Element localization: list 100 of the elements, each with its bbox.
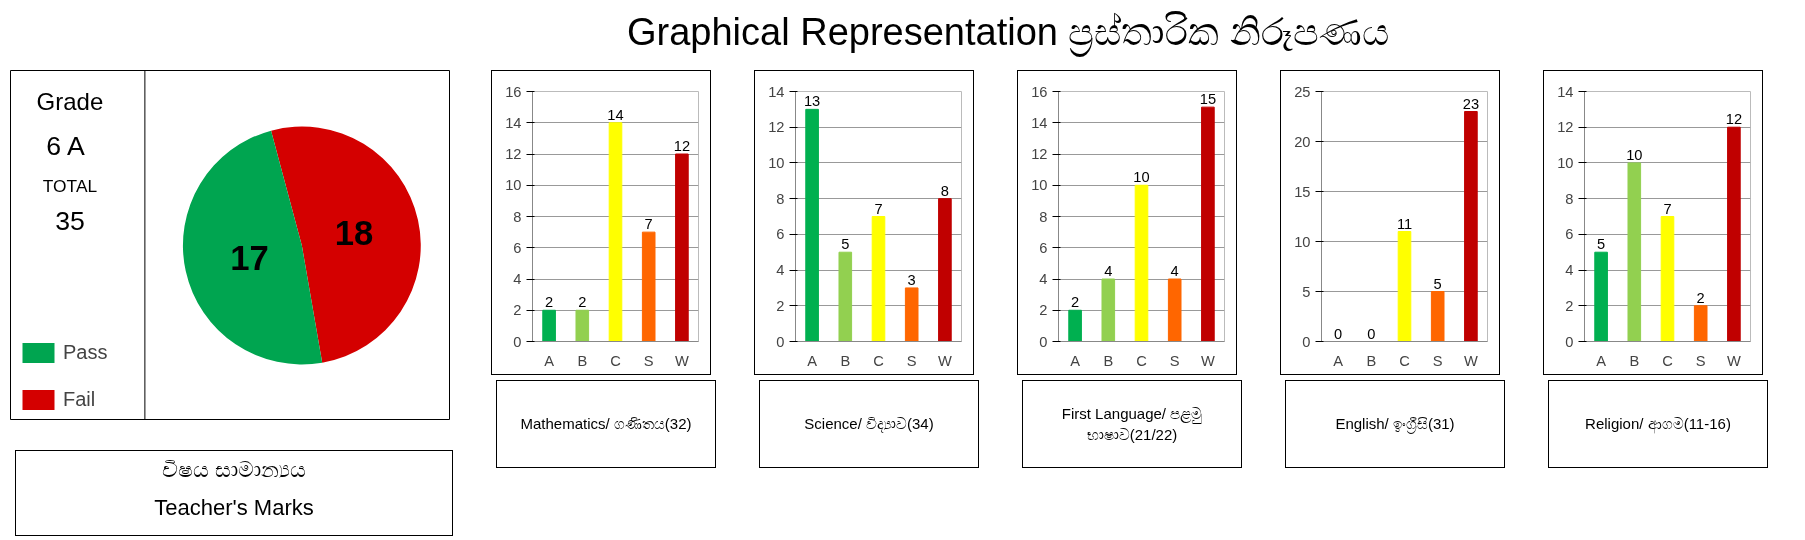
y-tick-label: 8 [776,190,785,207]
bar [1167,278,1182,342]
y-tick-label: 4 [513,271,522,287]
data-label: 5 [841,236,850,253]
bar [1430,291,1445,342]
y-tick-label: 14 [505,114,522,131]
data-label: 7 [1663,200,1672,217]
y-tick-label: 0 [513,333,522,350]
y-tick-label: 4 [776,262,785,279]
text: 6 A [46,130,85,161]
data-label: 18 [334,214,374,253]
data-label: 17 [230,238,269,277]
text: Grade [36,88,104,116]
x-tick-label: C [873,352,885,369]
y-tick-label: 6 [1039,239,1048,256]
bar [838,251,853,342]
x-tick-label: S [1169,352,1180,369]
y-tick-label: 6 [776,226,785,243]
data-label: 7 [874,200,883,217]
x-axis-title: First Language/ පළමු භාෂාව(21/22) [1060,403,1204,445]
data-label: 2 [578,294,587,311]
bar [1727,126,1741,342]
y-tick-label: 10 [768,154,785,171]
data-label: 4 [1104,263,1113,279]
data-label: 5 [1433,275,1442,292]
y-tick-label: 6 [513,239,522,256]
text: TOTAL [42,175,98,196]
y-tick-label: 2 [776,297,785,314]
text: විෂය සාමාන්‍යය [161,457,307,482]
y-tick-label: 10 [1557,154,1574,171]
y-tick-label: 0 [1565,333,1574,350]
bar [1397,231,1412,342]
x-tick-label: S [1695,352,1706,369]
y-tick-label: 15 [1294,183,1311,200]
y-tick-label: 10 [1031,177,1048,194]
data-label: 2 [545,294,554,311]
text: 35 [55,205,85,236]
y-tick-label: 0 [776,333,785,350]
y-tick-label: 5 [1302,283,1311,300]
y-tick-label: 8 [1039,208,1048,225]
x-tick-label: C [610,352,622,369]
data-label: 2 [1696,289,1705,306]
bar [675,153,689,342]
x-tick-label: C [1399,352,1411,369]
y-tick-label: 16 [505,83,522,100]
data-label: 0 [1367,325,1376,342]
y-tick-label: 0 [1039,333,1048,350]
data-label: 3 [907,271,916,288]
data-label: 23 [1462,95,1480,112]
bar [938,198,952,342]
bar [904,287,919,342]
data-label: 12 [1725,111,1743,128]
data-label: 10 [1133,169,1150,186]
y-tick-label: 6 [1565,226,1574,243]
y-tick-label: 14 [1031,114,1048,131]
x-tick-label: W [1200,352,1215,369]
bar [805,108,819,342]
data-label: 8 [940,182,949,199]
data-label: 14 [607,106,624,123]
bar [1068,309,1082,342]
bar [1201,106,1215,342]
data-label: 11 [1396,215,1413,232]
bar [1464,111,1478,342]
y-tick-label: 12 [768,119,785,136]
bar [1594,251,1608,342]
y-tick-label: 14 [1557,83,1574,100]
y-tick-label: 2 [1565,297,1574,314]
y-tick-label: 12 [1031,146,1048,162]
bar [871,216,886,342]
x-tick-label: B [1103,352,1114,369]
x-tick-label: C [1136,352,1148,369]
data-label: 10 [1626,146,1643,163]
y-tick-label: 10 [505,177,522,194]
bar [542,309,556,342]
y-tick-label: 0 [1302,333,1311,350]
y-tick-label: 10 [1294,233,1311,250]
x-tick-label: A [1333,352,1344,369]
y-tick-label: 2 [513,302,522,319]
bar [1134,184,1149,342]
x-tick-label: B [577,352,588,369]
bar [1693,305,1708,342]
data-label: 2 [1071,294,1080,311]
x-axis-title: English/ ඉංග්‍රීසි(31) [1335,414,1455,435]
x-tick-label: A [1070,352,1081,369]
y-tick-label: 8 [513,208,522,225]
x-tick-label: W [674,352,689,369]
bar [1627,162,1642,342]
y-tick-label: 4 [1039,271,1048,287]
y-tick-label: 12 [1557,119,1574,136]
bar [1101,278,1116,342]
bar [608,122,623,342]
y-tick-label: 8 [1565,190,1574,207]
bar [641,231,656,342]
legend-label: Pass [63,341,108,364]
x-tick-label: S [1432,352,1443,369]
y-tick-label: 20 [1294,133,1311,150]
bar [1660,216,1675,342]
data-label: 13 [803,93,821,110]
data-label: 0 [1334,325,1343,342]
text: Teacher's Marks [154,495,314,520]
